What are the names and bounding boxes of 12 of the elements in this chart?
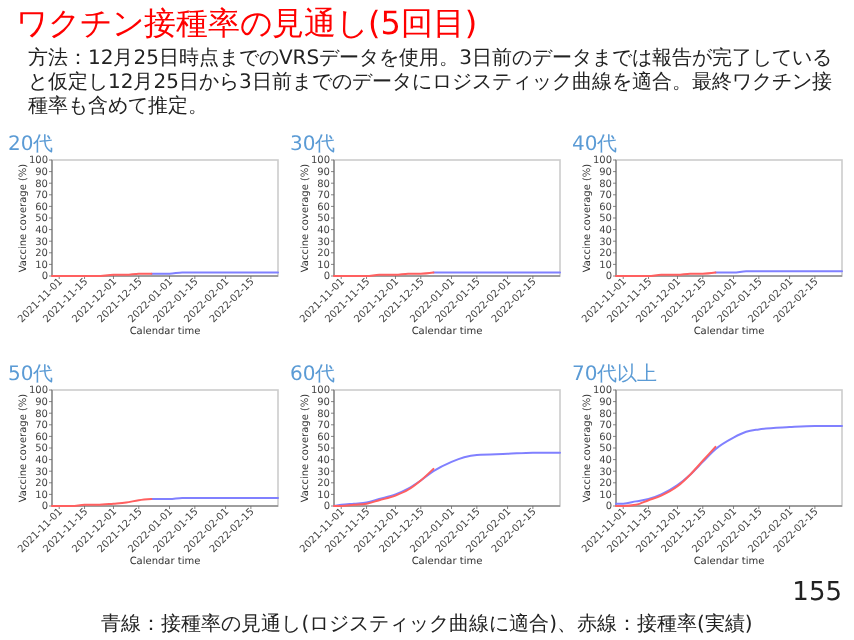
- chart-title: 30代: [290, 134, 336, 156]
- chart-title: 60代: [290, 364, 336, 386]
- text: ワクチン接種率の見通し(5回目): [16, 4, 478, 42]
- line-series: [333, 467, 435, 507]
- chart-title: 20代: [8, 134, 54, 156]
- text: 青線：接種率の見通し(ロジスティック曲線に適合)、赤線：接種率(実績): [101, 612, 753, 636]
- text: 方法：12月25日時点までのVRSデータを使用。3日前のデータまでは報告が完了していると仮定し12月25日から3日前までのデータにロジスティック曲線を適合。最終ワクチン接種率も含めて推定。: [28, 46, 832, 118]
- line-series: [615, 445, 717, 507]
- text: 155: [792, 578, 842, 608]
- chart-title: 50代: [8, 364, 54, 386]
- chart-title: 70代以上: [572, 362, 658, 386]
- chart-title: 40代: [572, 134, 618, 156]
